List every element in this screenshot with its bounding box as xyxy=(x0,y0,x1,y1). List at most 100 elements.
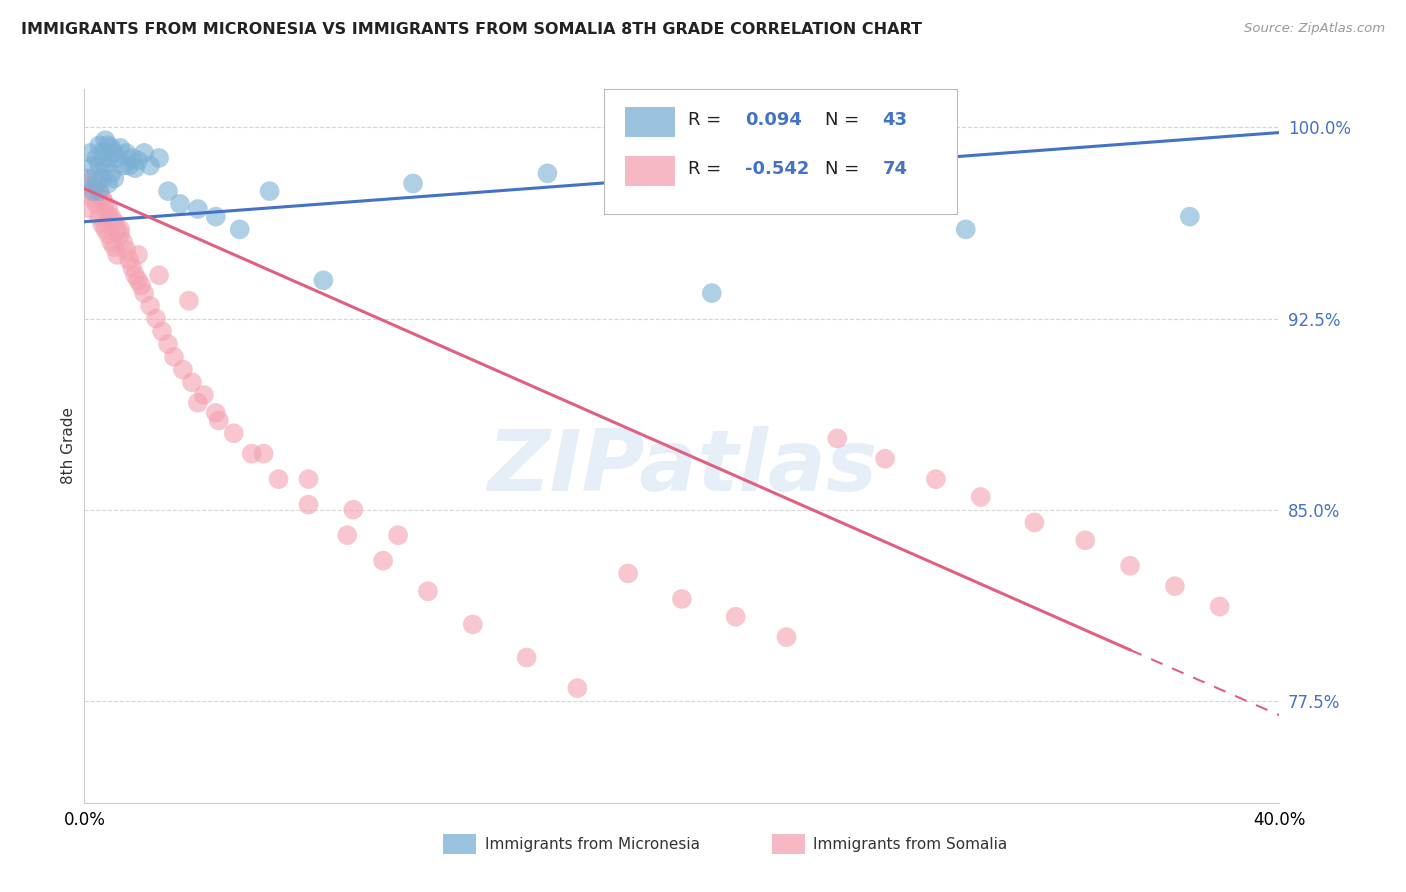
Point xyxy=(222,426,245,441)
Point xyxy=(208,413,231,427)
FancyBboxPatch shape xyxy=(624,107,675,137)
Point xyxy=(94,159,117,173)
Point xyxy=(91,145,114,160)
FancyBboxPatch shape xyxy=(443,834,477,855)
Point xyxy=(139,299,162,313)
Text: Source: ZipAtlas.com: Source: ZipAtlas.com xyxy=(1244,22,1385,36)
Point xyxy=(89,138,111,153)
FancyBboxPatch shape xyxy=(624,155,675,186)
Point xyxy=(103,145,125,160)
Point xyxy=(97,210,120,224)
Point xyxy=(82,192,104,206)
Point xyxy=(110,141,132,155)
Text: 0.094: 0.094 xyxy=(745,111,803,128)
Point xyxy=(86,177,108,191)
Point xyxy=(121,260,143,275)
FancyBboxPatch shape xyxy=(605,89,957,214)
Point xyxy=(91,217,114,231)
Point xyxy=(105,222,128,236)
Point xyxy=(157,337,180,351)
Point xyxy=(205,210,228,224)
Point xyxy=(139,159,162,173)
Point xyxy=(86,177,108,191)
Point xyxy=(1074,533,1097,548)
Point xyxy=(97,138,120,153)
Point xyxy=(253,447,276,461)
Point xyxy=(342,502,364,516)
Point xyxy=(567,681,589,695)
Point xyxy=(110,227,132,242)
Point xyxy=(150,324,173,338)
Point xyxy=(925,472,948,486)
Point xyxy=(169,197,191,211)
Point xyxy=(103,240,125,254)
Point xyxy=(89,184,111,198)
Point xyxy=(267,472,290,486)
Point xyxy=(100,166,122,180)
Point xyxy=(373,554,395,568)
Point xyxy=(127,273,149,287)
Point xyxy=(86,197,108,211)
Point xyxy=(536,166,558,180)
Point xyxy=(89,184,111,198)
Point xyxy=(127,153,149,168)
Point xyxy=(177,293,200,308)
Point xyxy=(94,222,117,236)
Point xyxy=(124,268,146,283)
Point xyxy=(103,215,125,229)
Point xyxy=(94,197,117,211)
Point xyxy=(402,177,425,191)
Point xyxy=(1209,599,1232,614)
Point xyxy=(187,202,209,216)
Point xyxy=(1024,516,1046,530)
Point xyxy=(228,222,252,236)
Text: -0.542: -0.542 xyxy=(745,161,810,178)
Point xyxy=(82,184,104,198)
Point xyxy=(79,184,101,198)
Point xyxy=(82,171,104,186)
Point xyxy=(148,151,170,165)
Text: ZIPatlas: ZIPatlas xyxy=(486,425,877,509)
Point xyxy=(112,159,135,173)
Point xyxy=(129,278,152,293)
Text: N =: N = xyxy=(825,111,865,128)
Point xyxy=(617,566,640,581)
Point xyxy=(76,171,98,186)
Point xyxy=(1119,558,1142,573)
Point xyxy=(157,184,180,198)
Point xyxy=(1178,210,1201,224)
Point xyxy=(205,406,228,420)
Point xyxy=(86,151,108,165)
Point xyxy=(827,431,849,445)
Point xyxy=(724,609,747,624)
Point xyxy=(79,202,101,216)
Point xyxy=(132,145,156,160)
Point xyxy=(97,202,120,216)
Point xyxy=(115,145,138,160)
Point xyxy=(297,472,319,486)
Point xyxy=(103,171,125,186)
Text: 43: 43 xyxy=(883,111,908,128)
Text: R =: R = xyxy=(688,161,727,178)
Point xyxy=(97,151,120,165)
Point xyxy=(100,141,122,155)
Point xyxy=(416,584,439,599)
Point xyxy=(187,395,209,409)
Point xyxy=(970,490,993,504)
Point xyxy=(100,210,122,224)
Point xyxy=(297,498,319,512)
Point xyxy=(127,248,149,262)
Text: Immigrants from Somalia: Immigrants from Somalia xyxy=(814,837,1008,852)
Point xyxy=(875,451,897,466)
Point xyxy=(100,235,122,249)
Point xyxy=(700,286,723,301)
Point xyxy=(105,151,128,165)
Point xyxy=(105,248,128,262)
Text: N =: N = xyxy=(825,161,865,178)
Point xyxy=(76,177,98,191)
Point xyxy=(79,145,101,160)
Point xyxy=(516,650,538,665)
Point xyxy=(91,192,114,206)
Point xyxy=(145,311,167,326)
Point xyxy=(1164,579,1187,593)
